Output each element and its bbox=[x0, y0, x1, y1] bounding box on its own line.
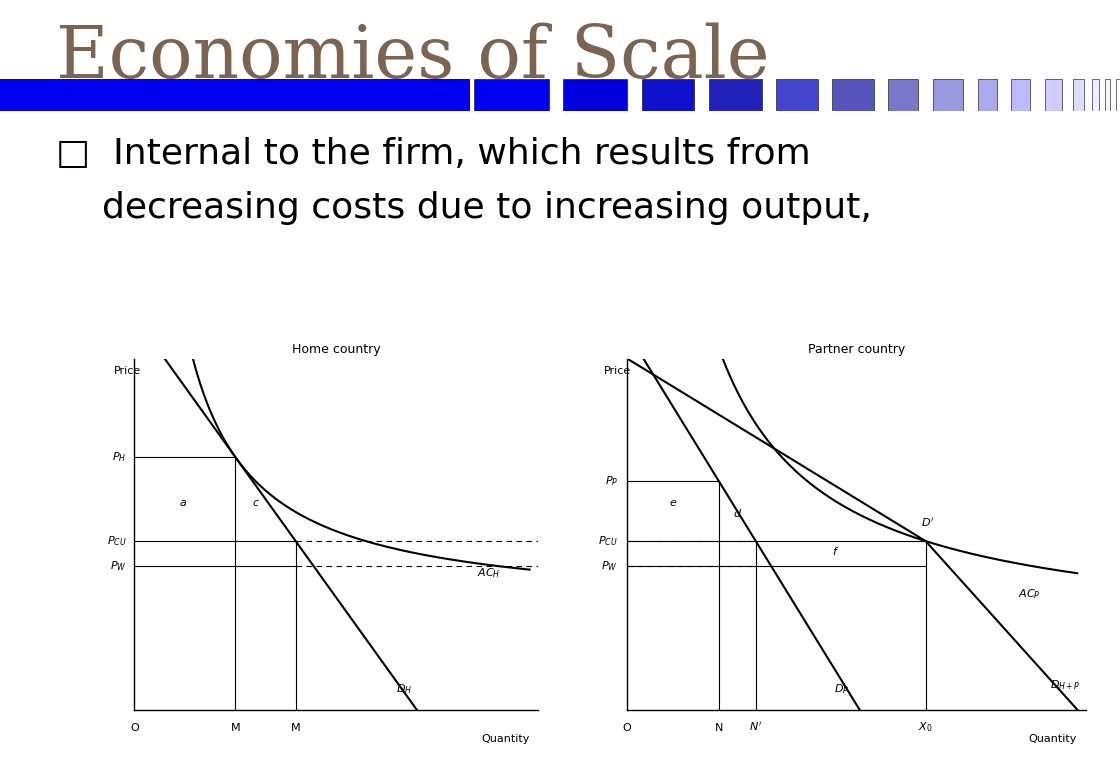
Bar bbox=[776, 79, 818, 111]
Text: Economies of Scale: Economies of Scale bbox=[56, 23, 769, 93]
Bar bbox=[933, 79, 963, 111]
Text: N: N bbox=[715, 723, 724, 732]
Bar bbox=[1045, 79, 1062, 111]
Bar bbox=[978, 79, 997, 111]
Bar bbox=[709, 79, 762, 111]
Bar bbox=[888, 79, 918, 111]
Text: $D_{H+P}$: $D_{H+P}$ bbox=[1049, 678, 1081, 692]
Bar bbox=[1116, 79, 1120, 111]
Text: f: f bbox=[832, 547, 836, 557]
Bar bbox=[1092, 79, 1099, 111]
Bar bbox=[563, 79, 627, 111]
Text: $AC_H$: $AC_H$ bbox=[477, 566, 501, 580]
Text: Quantity: Quantity bbox=[1029, 734, 1077, 744]
Bar bbox=[642, 79, 694, 111]
Text: O: O bbox=[623, 723, 632, 732]
Text: $P_H$: $P_H$ bbox=[112, 450, 127, 464]
Text: $P_{CU}$: $P_{CU}$ bbox=[106, 534, 127, 548]
Bar bbox=[1073, 79, 1084, 111]
Text: $P_P$: $P_P$ bbox=[605, 475, 618, 488]
Text: $D'$: $D'$ bbox=[921, 517, 934, 530]
Text: O: O bbox=[130, 723, 139, 732]
Bar bbox=[474, 79, 549, 111]
Bar bbox=[0, 79, 470, 111]
Bar bbox=[1011, 79, 1030, 111]
Text: $X_0$: $X_0$ bbox=[918, 720, 933, 735]
Text: Quantity: Quantity bbox=[482, 734, 530, 744]
Text: $P_W$: $P_W$ bbox=[601, 559, 618, 572]
Text: $P_W$: $P_W$ bbox=[110, 559, 127, 572]
Text: $N'$: $N'$ bbox=[749, 720, 763, 733]
Bar bbox=[832, 79, 874, 111]
Text: c: c bbox=[252, 498, 259, 508]
Text: a: a bbox=[179, 498, 186, 508]
Bar bbox=[1105, 79, 1110, 111]
Title: Home country: Home country bbox=[291, 343, 381, 356]
Text: $D_P$: $D_P$ bbox=[833, 682, 849, 696]
Text: Price: Price bbox=[605, 365, 632, 375]
Text: $AC_P$: $AC_P$ bbox=[1017, 588, 1040, 601]
Text: e: e bbox=[670, 498, 676, 508]
Text: $D_H$: $D_H$ bbox=[396, 682, 412, 696]
Text: M: M bbox=[231, 723, 240, 732]
Text: $P_{CU}$: $P_{CU}$ bbox=[598, 534, 618, 548]
Text: decreasing costs due to increasing output,: decreasing costs due to increasing outpu… bbox=[56, 191, 871, 225]
Text: Price: Price bbox=[114, 365, 141, 375]
Title: Partner country: Partner country bbox=[809, 343, 905, 356]
Text: □  Internal to the firm, which results from: □ Internal to the firm, which results fr… bbox=[56, 137, 811, 172]
Text: d: d bbox=[734, 509, 741, 519]
Text: M: M bbox=[291, 723, 300, 732]
